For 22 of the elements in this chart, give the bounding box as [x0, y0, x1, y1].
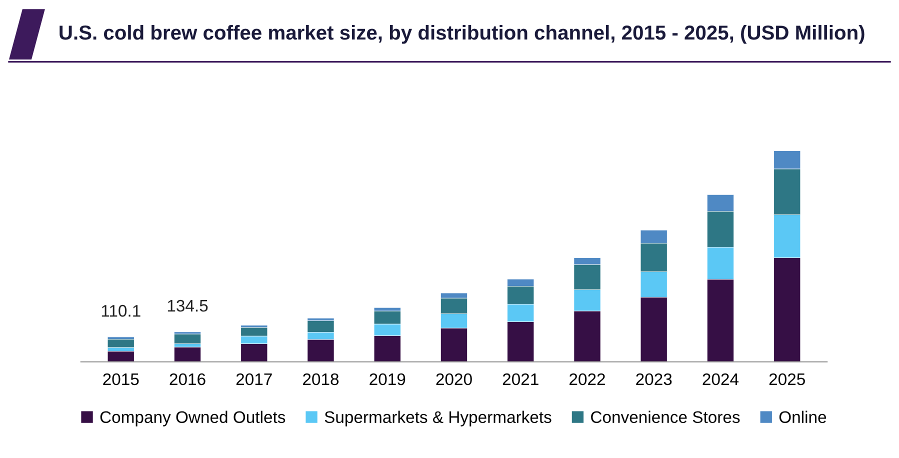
legend-label: Convenience Stores: [591, 410, 740, 424]
x-tick-label: 2018: [303, 373, 339, 386]
x-tick-label: 2019: [370, 373, 406, 386]
chart-title: U.S. cold brew coffee market size, by distribution channel, 2015 - 2025, (USD Million): [60, 24, 864, 44]
x-tick-label: 2021: [502, 373, 538, 386]
x-tick-label: 2023: [636, 373, 672, 386]
annotation: 110.1: [102, 304, 140, 317]
x-tick-label: 2016: [170, 373, 206, 386]
x-tick-label: 2017: [236, 373, 272, 386]
legend-label: Online: [779, 410, 826, 424]
bar: [107, 339, 134, 348]
legend-label: Supermarkets & Hypermarkets: [324, 410, 552, 426]
x-tick-label: 2015: [103, 373, 139, 386]
legend-label: Company Owned Outlets: [100, 410, 286, 426]
annotation: 134.5: [168, 300, 208, 312]
x-tick-label: 2020: [436, 373, 472, 386]
bar: [107, 351, 134, 362]
x-tick-label: 2025: [769, 373, 805, 386]
bar: [174, 334, 202, 344]
x-tick-label: 2024: [702, 373, 739, 386]
x-tick-label: 2022: [570, 373, 605, 386]
bar: [174, 346, 202, 362]
